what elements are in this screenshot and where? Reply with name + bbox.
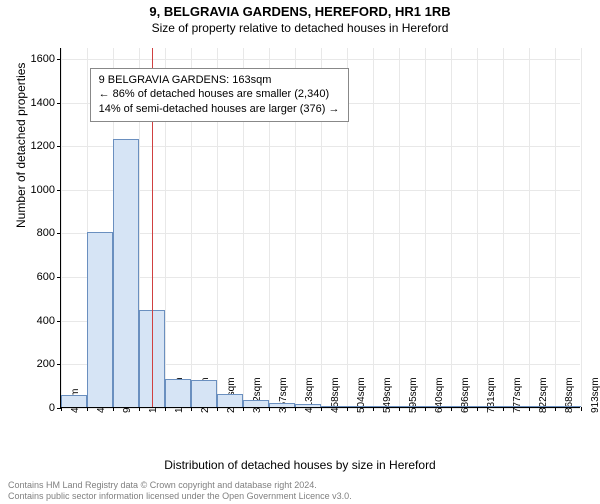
histogram-bar	[165, 379, 191, 407]
xtick-mark	[165, 407, 166, 411]
xtick-label: 549sqm	[382, 377, 393, 413]
ytick-label: 1000	[31, 184, 55, 196]
gridline-v	[477, 48, 478, 407]
histogram-bar	[87, 232, 113, 407]
chart-title-desc: Size of property relative to detached ho…	[0, 21, 600, 35]
chart-title-address: 9, BELGRAVIA GARDENS, HEREFORD, HR1 1RB	[0, 4, 600, 19]
xtick-label: 504sqm	[356, 377, 367, 413]
histogram-bar	[451, 406, 477, 407]
xtick-mark	[347, 407, 348, 411]
xtick-label: 595sqm	[408, 377, 419, 413]
histogram-bar	[61, 395, 87, 407]
xtick-label: 640sqm	[434, 377, 445, 413]
histogram-bar	[503, 406, 529, 407]
xtick-label: 413sqm	[304, 377, 315, 413]
xtick-mark	[269, 407, 270, 411]
histogram-bar	[477, 406, 503, 407]
histogram-bar	[373, 406, 399, 407]
info-box-line: 14% of semi-detached houses are larger (…	[99, 102, 340, 117]
ytick-label: 0	[49, 402, 55, 414]
histogram-bar	[217, 394, 243, 407]
gridline-v	[503, 48, 504, 407]
xtick-mark	[191, 407, 192, 411]
xtick-mark	[555, 407, 556, 411]
xtick-mark	[451, 407, 452, 411]
plot-region: 020040060080010001200140016004sqm49sqm95…	[60, 48, 580, 408]
footer-line-2: Contains public sector information licen…	[8, 491, 352, 502]
ytick-label: 400	[37, 315, 55, 327]
gridline-v	[61, 48, 62, 407]
xtick-mark	[503, 407, 504, 411]
xtick-label: 868sqm	[564, 377, 575, 413]
ytick-label: 1600	[31, 53, 55, 65]
xtick-mark	[61, 407, 62, 411]
histogram-bar	[529, 406, 555, 407]
histogram-bar	[191, 380, 217, 407]
info-box: 9 BELGRAVIA GARDENS: 163sqm← 86% of deta…	[90, 68, 349, 123]
xtick-mark	[243, 407, 244, 411]
ytick-label: 600	[37, 271, 55, 283]
xtick-mark	[113, 407, 114, 411]
xtick-label: 822sqm	[538, 377, 549, 413]
y-axis-label: Number of detached properties	[14, 63, 28, 228]
ytick-label: 1200	[31, 140, 55, 152]
histogram-bar	[425, 406, 451, 407]
histogram-bar	[399, 406, 425, 407]
histogram-bar	[555, 406, 581, 407]
histogram-bar	[113, 139, 139, 407]
gridline-v	[581, 48, 582, 407]
xtick-mark	[373, 407, 374, 411]
xtick-label: 777sqm	[512, 377, 523, 413]
histogram-bar	[243, 400, 269, 407]
histogram-bar	[347, 406, 373, 407]
ytick-label: 200	[37, 358, 55, 370]
xtick-mark	[217, 407, 218, 411]
gridline-v	[373, 48, 374, 407]
xtick-mark	[321, 407, 322, 411]
ytick-label: 1400	[31, 97, 55, 109]
xtick-mark	[139, 407, 140, 411]
gridline-v	[425, 48, 426, 407]
xtick-mark	[477, 407, 478, 411]
xtick-mark	[399, 407, 400, 411]
xtick-mark	[295, 407, 296, 411]
xtick-label: 458sqm	[330, 377, 341, 413]
xtick-mark	[529, 407, 530, 411]
histogram-bar	[269, 403, 295, 407]
chart-plot-area: 020040060080010001200140016004sqm49sqm95…	[60, 48, 580, 408]
x-axis-label: Distribution of detached houses by size …	[0, 458, 600, 472]
attribution-footer: Contains HM Land Registry data © Crown c…	[8, 480, 352, 502]
gridline-v	[555, 48, 556, 407]
histogram-bar	[321, 406, 347, 407]
xtick-label: 322sqm	[252, 377, 263, 413]
histogram-bar	[295, 404, 321, 407]
xtick-label: 686sqm	[460, 377, 471, 413]
gridline-v	[529, 48, 530, 407]
xtick-label: 731sqm	[486, 377, 497, 413]
xtick-mark	[87, 407, 88, 411]
gridline-v	[451, 48, 452, 407]
info-box-line: ← 86% of detached houses are smaller (2,…	[99, 87, 340, 102]
footer-line-1: Contains HM Land Registry data © Crown c…	[8, 480, 352, 491]
xtick-mark	[425, 407, 426, 411]
xtick-label: 367sqm	[278, 377, 289, 413]
xtick-mark	[581, 407, 582, 411]
xtick-label: 913sqm	[590, 377, 600, 413]
info-box-line: 9 BELGRAVIA GARDENS: 163sqm	[99, 73, 340, 88]
ytick-label: 800	[37, 227, 55, 239]
gridline-v	[399, 48, 400, 407]
